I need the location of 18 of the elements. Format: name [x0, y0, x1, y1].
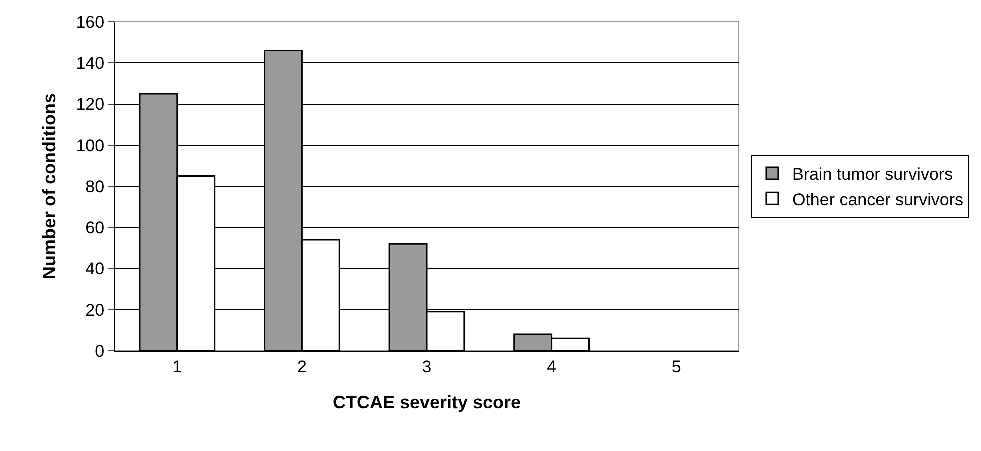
y-tick-label: 80	[86, 177, 105, 196]
y-tick-label: 40	[86, 260, 105, 279]
y-axis-title: Number of conditions	[39, 94, 60, 280]
x-tick-label: 1	[172, 357, 182, 376]
legend-label: Other cancer survivors	[792, 190, 964, 210]
y-tick-label: 120	[76, 95, 105, 114]
y-tick-label: 20	[86, 300, 105, 320]
y-tick-label: 140	[76, 54, 105, 74]
x-tick-label: 2	[297, 357, 307, 376]
x-axis-title: CTCAE severity score	[332, 392, 522, 412]
x-tick-label: 3	[422, 357, 432, 376]
y-tick-label: 160	[76, 12, 105, 32]
y-tick-label: 100	[76, 136, 105, 156]
legend-label: Brain tumor survivors	[792, 165, 954, 184]
y-tick-label: 60	[86, 218, 105, 238]
x-tick-label: 5	[672, 357, 682, 376]
x-tick-label: 4	[547, 357, 557, 376]
y-tick-label: 0	[95, 342, 105, 361]
